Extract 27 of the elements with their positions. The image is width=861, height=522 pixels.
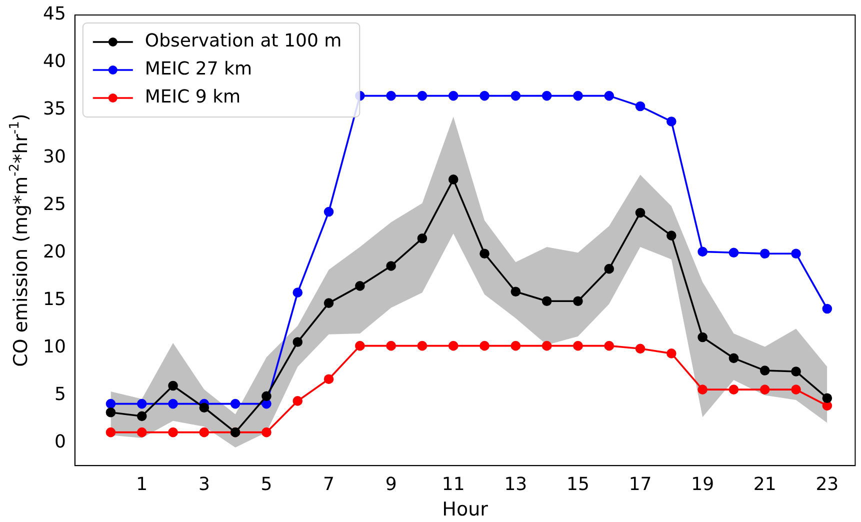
x-tick-label: 17	[628, 474, 652, 496]
y-tick-label: 35	[43, 98, 66, 120]
y-axis-title: CO emission (mg*m-2*hr-1)	[7, 114, 32, 367]
x-tick-label: 15	[566, 474, 590, 496]
y-tick-label: 25	[43, 194, 66, 215]
y-tick-label: 10	[43, 336, 66, 358]
y-tick-label: 20	[43, 241, 66, 262]
y-tick-label: 45	[43, 4, 66, 25]
y-tick-label: 30	[43, 146, 66, 168]
y-tick-label: 5	[54, 384, 66, 405]
legend-label: Observation at 100 m	[144, 30, 342, 52]
x-tick-label: 3	[198, 474, 210, 496]
x-axis-title: Hour	[442, 498, 488, 521]
x-tick-label: 1	[136, 474, 148, 496]
x-tick-label: 19	[691, 474, 714, 496]
y-tick-label: 0	[54, 431, 66, 452]
x-tick-label: 21	[753, 474, 776, 496]
legend-label: MEIC 27 km	[144, 58, 252, 80]
y-tick-label: 40	[43, 51, 66, 72]
x-tick-label: 5	[260, 474, 272, 496]
x-tick-label: 23	[816, 474, 839, 496]
x-tick-label: 7	[323, 474, 334, 496]
x-tick-label: 11	[442, 474, 465, 496]
legend-label: MEIC 9 km	[144, 86, 241, 108]
y-tick-label: 15	[43, 288, 66, 310]
x-tick-label: 13	[504, 474, 528, 496]
x-tick-label: 9	[385, 474, 397, 496]
